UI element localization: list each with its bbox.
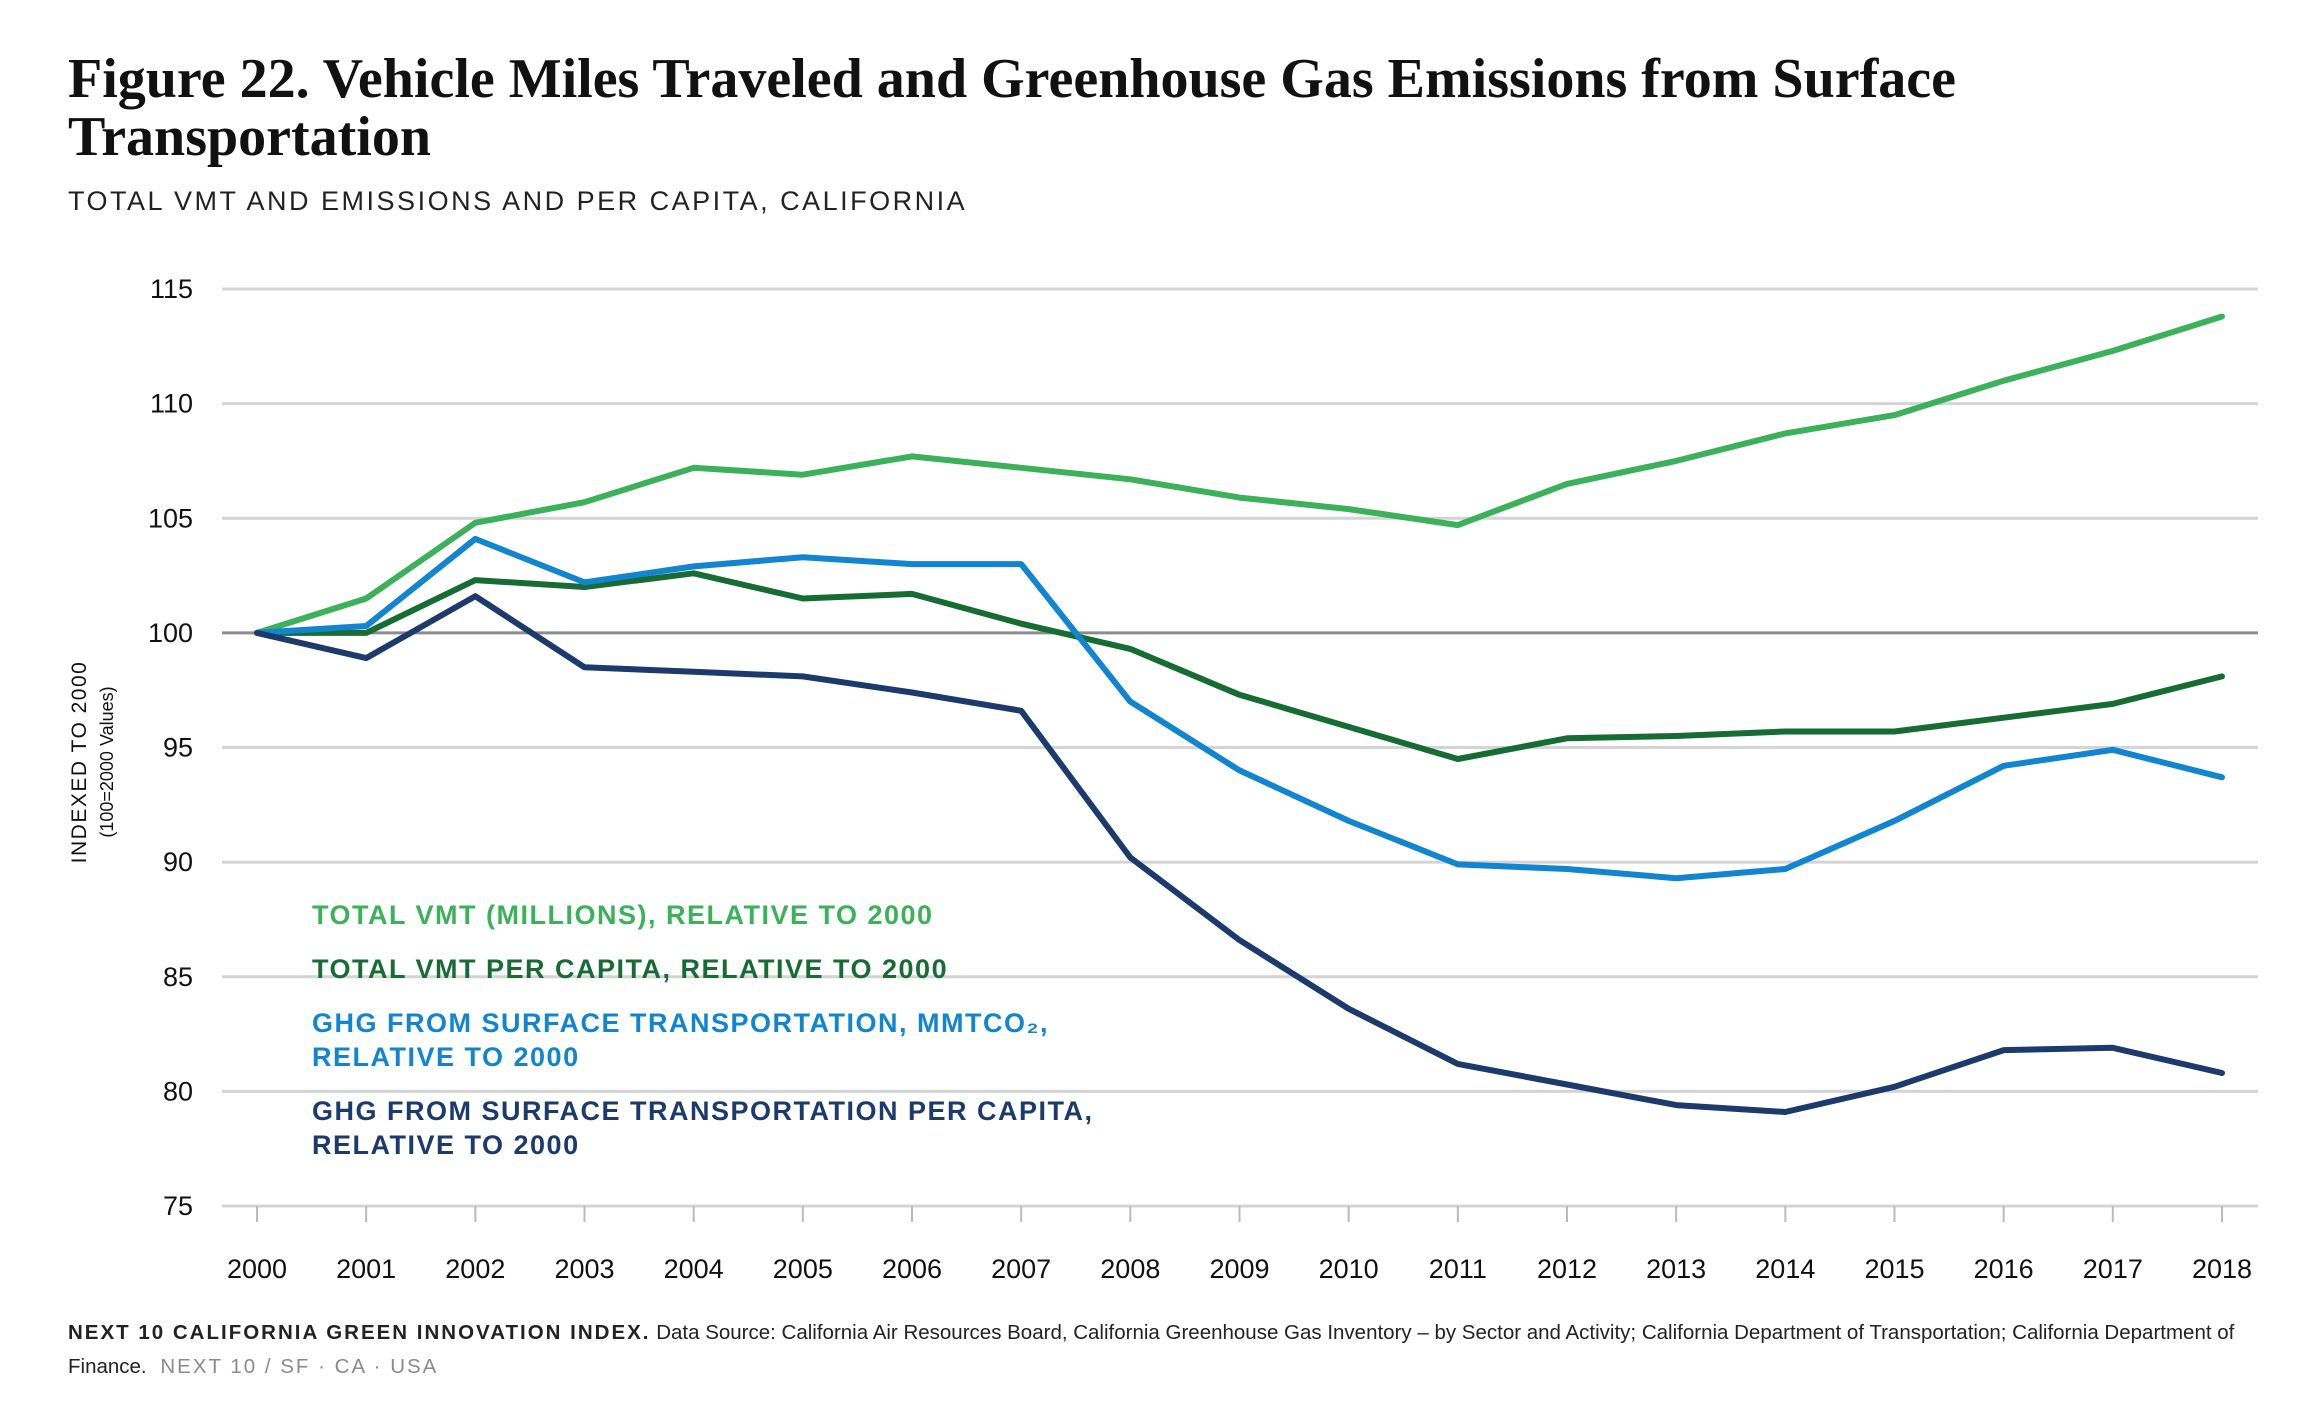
x-tick-label: 2008 xyxy=(1100,1254,1160,1284)
legend-label: GHG FROM SURFACE TRANSPORTATION PER CAPI… xyxy=(312,1096,1094,1126)
series-line-1 xyxy=(254,313,2225,636)
y-tick-label: 85 xyxy=(163,962,193,992)
y-tick-label: 80 xyxy=(163,1076,193,1106)
legend-item-1: TOTAL VMT (MILLIONS), RELATIVE TO 2000 xyxy=(312,898,934,932)
legend-label: RELATIVE TO 2000 xyxy=(312,1042,580,1072)
legend-label: TOTAL VMT PER CAPITA, RELATIVE TO 2000 xyxy=(312,954,949,984)
gridlines xyxy=(222,287,2258,1093)
y-tick-label: 90 xyxy=(163,847,193,877)
footer-tag: NEXT 10 / SF · CA · USA xyxy=(160,1355,439,1378)
x-tick-label: 2002 xyxy=(445,1254,505,1284)
x-tick-label: 2006 xyxy=(882,1254,942,1284)
footer-brand: NEXT 10 CALIFORNIA GREEN INNOVATION INDE… xyxy=(68,1321,651,1344)
footer-source: NEXT 10 CALIFORNIA GREEN INNOVATION INDE… xyxy=(68,1316,2248,1384)
x-tick-label: 2000 xyxy=(227,1254,287,1284)
legend-label: RELATIVE TO 2000 xyxy=(312,1130,580,1160)
y-axis-ticks: 75 80 85 90 95 100 105 110 115 xyxy=(148,274,193,1221)
x-tick-label: 2015 xyxy=(1864,1254,1924,1284)
x-tick-label: 2007 xyxy=(991,1254,1051,1284)
x-axis: 2000 2001 2002 2003 2004 2005 2006 2007 2008 2009… xyxy=(222,1204,2258,1284)
y-axis-label: INDEXED TO 2000 (100=2000 Values) xyxy=(68,661,117,864)
legend-label: GHG FROM SURFACE TRANSPORTATION, MMTCO₂, xyxy=(312,1008,1049,1038)
x-tick-label: 2011 xyxy=(1429,1254,1487,1284)
x-tick-label: 2014 xyxy=(1755,1254,1815,1284)
x-tick-label: 2010 xyxy=(1319,1254,1379,1284)
x-tick-label: 2001 xyxy=(336,1254,396,1284)
legend-item-4: GHG FROM SURFACE TRANSPORTATION PER CAPI… xyxy=(312,1094,1094,1162)
legend-label: TOTAL VMT (MILLIONS), RELATIVE TO 2000 xyxy=(312,900,934,930)
y-tick-label: 100 xyxy=(148,618,193,648)
x-tick-label: 2009 xyxy=(1209,1254,1269,1284)
x-tick-label: 2013 xyxy=(1646,1254,1706,1284)
figure-subtitle: TOTAL VMT AND EMISSIONS AND PER CAPITA, … xyxy=(68,186,968,216)
x-tick-label: 2003 xyxy=(554,1254,614,1284)
figure-title: Figure 22. Vehicle Miles Traveled and Gr… xyxy=(68,48,1956,168)
y-tick-label: 115 xyxy=(150,274,193,304)
y-tick-label: 75 xyxy=(163,1191,193,1221)
series-line-3 xyxy=(254,535,2225,882)
x-tick-label: 2018 xyxy=(2192,1254,2252,1284)
footer-data-source: Data Source: California Air Resources Bo… xyxy=(68,1321,2235,1378)
y-axis-subtitle: (100=2000 Values) xyxy=(97,686,117,837)
y-tick-label: 110 xyxy=(150,389,193,419)
x-tick-label: 2016 xyxy=(1974,1254,2034,1284)
x-tick-label: 2012 xyxy=(1537,1254,1597,1284)
y-tick-label: 105 xyxy=(148,503,193,533)
legend-item-2: TOTAL VMT PER CAPITA, RELATIVE TO 2000 xyxy=(312,952,948,986)
series-lines xyxy=(254,313,2225,1115)
y-tick-label: 95 xyxy=(163,733,193,763)
y-axis-title: INDEXED TO 2000 xyxy=(68,661,91,864)
x-tick-label: 2005 xyxy=(773,1254,833,1284)
series-line-2 xyxy=(254,570,2225,762)
series-line-4 xyxy=(254,593,2225,1115)
legend-item-3: GHG FROM SURFACE TRANSPORTATION, MMTCO₂,… xyxy=(312,1006,1049,1074)
x-tick-label: 2017 xyxy=(2083,1254,2143,1284)
x-tick-label: 2004 xyxy=(664,1254,724,1284)
